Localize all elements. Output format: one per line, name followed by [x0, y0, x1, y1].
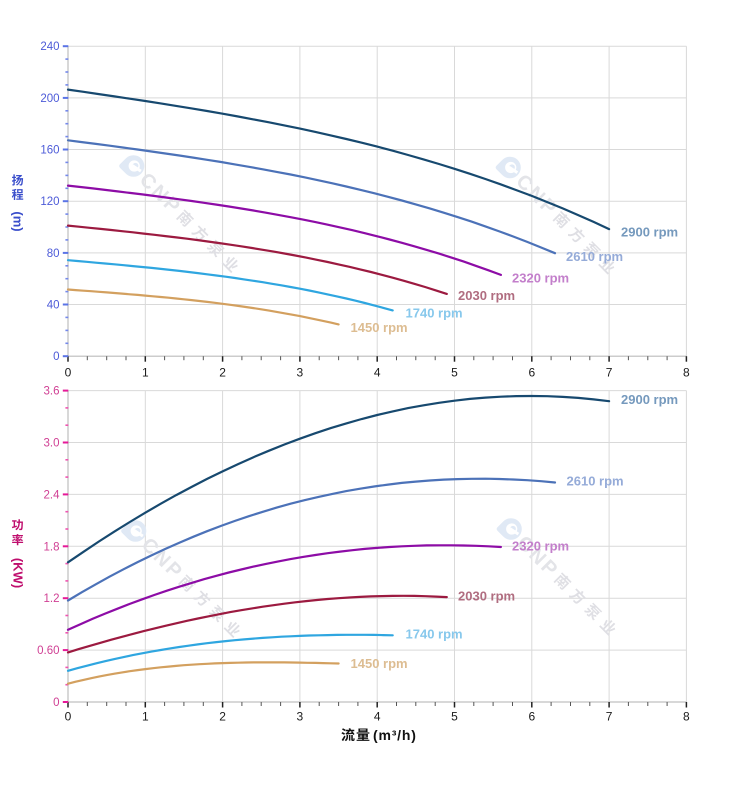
svg-text:1: 1	[142, 366, 149, 380]
svg-text:1740 rpm: 1740 rpm	[406, 626, 463, 641]
svg-text:5: 5	[451, 710, 458, 724]
svg-text:5: 5	[451, 366, 458, 380]
svg-text:3.0: 3.0	[44, 438, 60, 450]
svg-text:120: 120	[40, 196, 59, 208]
svg-text:2320 rpm: 2320 rpm	[512, 270, 569, 285]
svg-text:0: 0	[53, 697, 59, 709]
svg-text:(m): (m)	[11, 211, 26, 231]
svg-text:1450 rpm: 1450 rpm	[351, 320, 408, 335]
svg-text:8: 8	[683, 710, 690, 724]
svg-text:0: 0	[53, 351, 59, 363]
svg-text:200: 200	[40, 93, 59, 105]
svg-text:1: 1	[142, 710, 149, 724]
svg-text:80: 80	[47, 248, 60, 260]
svg-text:7: 7	[606, 366, 613, 380]
svg-text:0: 0	[65, 366, 72, 380]
svg-text:3.6: 3.6	[44, 386, 60, 398]
svg-text:1.2: 1.2	[44, 593, 60, 605]
svg-text:1.8: 1.8	[44, 541, 60, 553]
svg-text:40: 40	[47, 300, 60, 312]
svg-text:1740 rpm: 1740 rpm	[406, 305, 463, 320]
svg-text:1450 rpm: 1450 rpm	[351, 656, 408, 671]
svg-text:4: 4	[374, 366, 381, 380]
svg-text:2.4: 2.4	[44, 489, 61, 501]
svg-text:3: 3	[297, 366, 304, 380]
svg-text:8: 8	[683, 366, 690, 380]
svg-text:2030 rpm: 2030 rpm	[458, 288, 515, 303]
svg-text:2320 rpm: 2320 rpm	[512, 539, 569, 554]
svg-text:6: 6	[528, 366, 535, 380]
svg-text:160: 160	[40, 145, 59, 157]
svg-text:2610 rpm: 2610 rpm	[567, 473, 624, 488]
svg-text:(m³/h): (m³/h)	[373, 727, 417, 743]
svg-text:2: 2	[219, 710, 226, 724]
svg-text:2: 2	[219, 366, 226, 380]
svg-text:7: 7	[606, 710, 613, 724]
svg-text:6: 6	[528, 710, 535, 724]
svg-text:240: 240	[40, 41, 59, 53]
svg-text:3: 3	[297, 710, 304, 724]
svg-text:0: 0	[65, 710, 72, 724]
svg-text:2900 rpm: 2900 rpm	[621, 392, 678, 407]
svg-text:2900 rpm: 2900 rpm	[621, 224, 678, 239]
svg-text:0.60: 0.60	[37, 645, 59, 657]
svg-text:(KW): (KW)	[11, 558, 26, 588]
svg-text:2610 rpm: 2610 rpm	[566, 249, 623, 264]
svg-text:2030 rpm: 2030 rpm	[458, 588, 515, 603]
svg-text:4: 4	[374, 710, 381, 724]
